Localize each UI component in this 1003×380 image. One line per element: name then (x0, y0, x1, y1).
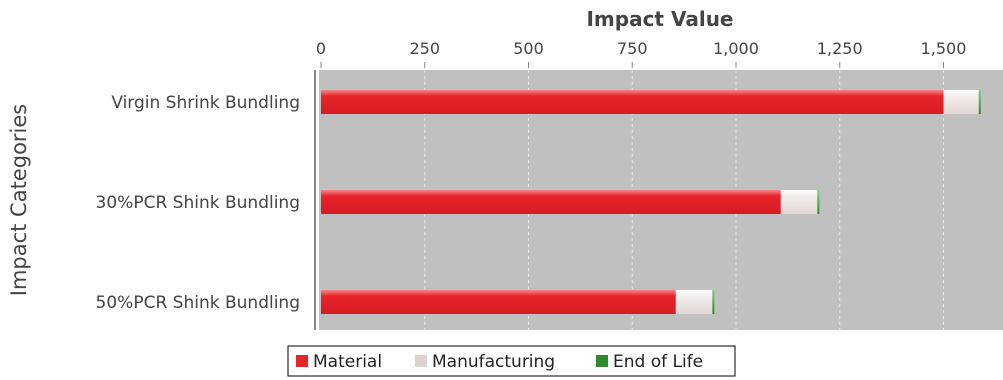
bar-segment-material (321, 290, 676, 314)
legend: Material Manufacturing End of Life (287, 345, 736, 377)
legend-swatch-end-of-life (596, 355, 608, 367)
bars (321, 90, 981, 314)
legend-swatch-manufacturing (415, 355, 427, 367)
bar-segment-end-of-life (817, 190, 820, 214)
y-axis-title: Impact Categories (7, 104, 31, 297)
bar-segment-material (321, 190, 781, 214)
x-tick-label: 1,500 (921, 39, 967, 58)
x-tick-label: 250 (409, 39, 440, 58)
bar-segment-manufacturing (675, 290, 713, 314)
x-tick-label: 750 (617, 39, 648, 58)
x-axis-title: Impact Value (586, 7, 733, 31)
category-labels: Virgin Shrink Bundling 30%PCR Shink Bundl… (96, 93, 300, 313)
x-tick-label: 1,000 (713, 39, 759, 58)
legend-label-manufacturing: Manufacturing (432, 352, 555, 372)
x-tick-label: 500 (513, 39, 544, 58)
legend-swatch-material (296, 355, 308, 367)
category-label: 30%PCR Shink Bundling (96, 193, 300, 213)
x-tick-label: 0 (316, 39, 326, 58)
bar-segment-manufacturing (943, 90, 979, 114)
category-label: Virgin Shrink Bundling (111, 93, 300, 113)
bar-segment-end-of-life (978, 90, 981, 114)
bar-segment-material (321, 90, 944, 114)
bar-segment-manufacturing (780, 190, 818, 214)
bar-segment-end-of-life (712, 290, 715, 314)
legend-box (287, 345, 736, 377)
legend-label-material: Material (313, 352, 382, 372)
x-axis-ticks: 0 250 500 750 1,000 1,250 1,500 (316, 39, 967, 68)
category-label: 50%PCR Shink Bundling (96, 293, 300, 313)
legend-label-end-of-life: End of Life (613, 352, 703, 372)
x-tick-label: 1,250 (817, 39, 863, 58)
